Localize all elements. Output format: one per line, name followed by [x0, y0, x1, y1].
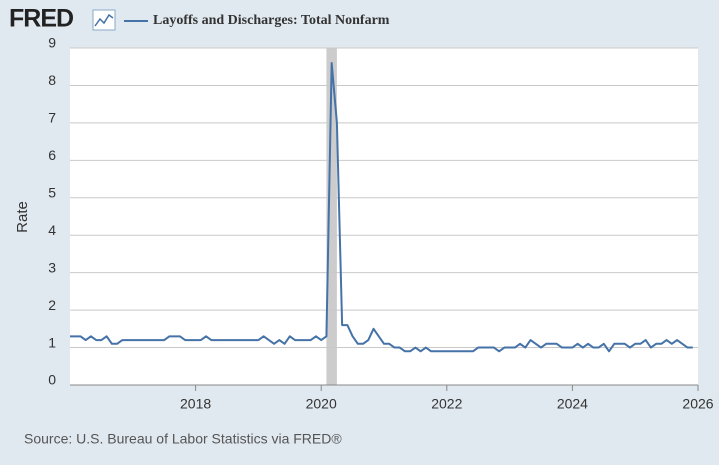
plot-area [70, 48, 698, 385]
x-tick-label: 2024 [557, 396, 588, 412]
y-tick-label: 8 [48, 72, 56, 88]
y-tick-label: 0 [48, 372, 56, 388]
y-tick-label: 1 [48, 334, 56, 350]
logo: FRED [9, 5, 73, 33]
logo-icon [92, 9, 116, 31]
x-tick-label: 2026 [682, 396, 713, 412]
y-tick-label: 7 [48, 110, 56, 126]
y-axis-label: Rate [14, 201, 31, 233]
y-tick-label: 2 [48, 297, 56, 313]
data-line [70, 61, 693, 353]
x-tick-label: 2018 [180, 396, 211, 412]
y-tick-label: 4 [48, 222, 56, 238]
y-tick-label: 9 [48, 35, 56, 51]
source-note: Source: U.S. Bureau of Labor Statistics … [24, 431, 342, 447]
y-tick-label: 3 [48, 259, 56, 275]
y-tick-label: 6 [48, 147, 56, 163]
y-tick-label: 5 [48, 184, 56, 200]
x-tick-label: 2020 [306, 396, 337, 412]
x-tick-label: 2022 [431, 396, 462, 412]
legend-label: Layoffs and Discharges: Total Nonfarm [153, 13, 390, 28]
recession-band [326, 48, 337, 385]
